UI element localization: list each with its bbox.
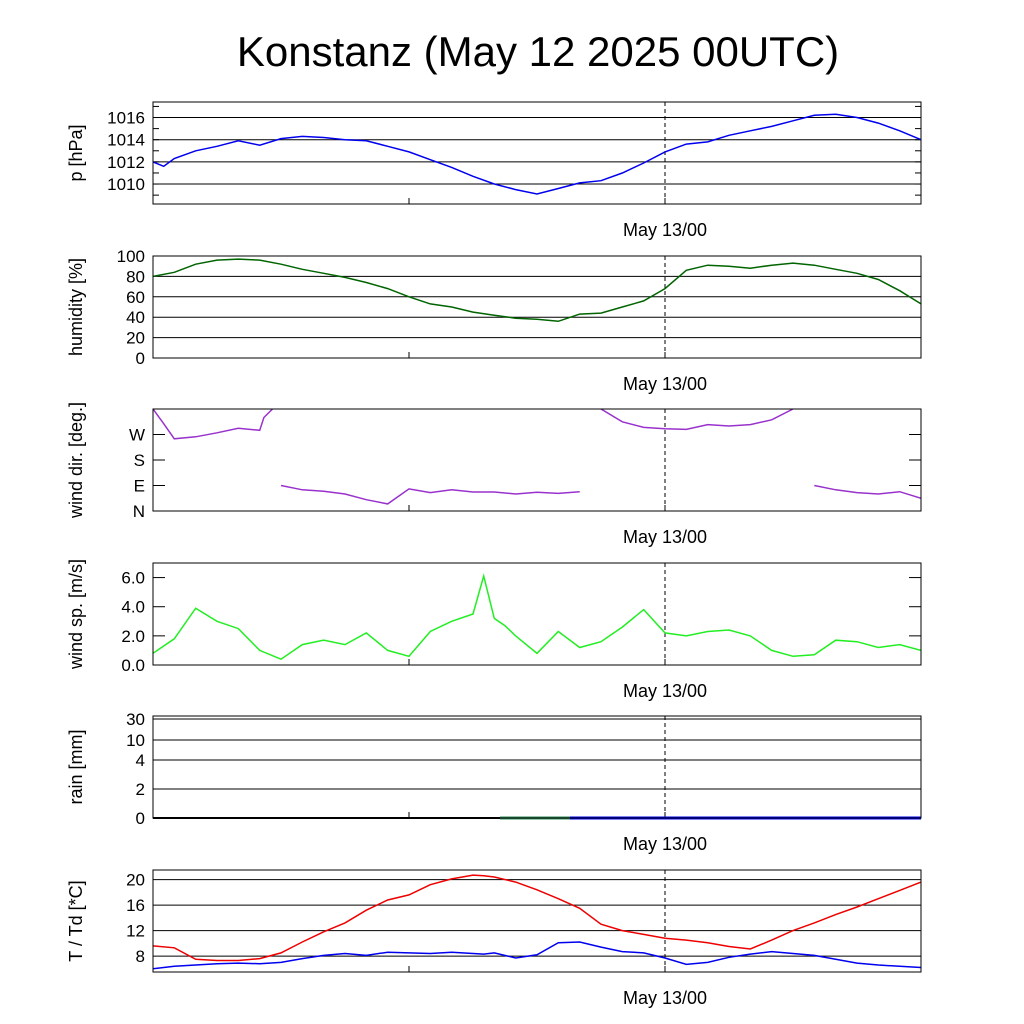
- y-axis-label: wind dir. [deg.]: [66, 402, 86, 519]
- y-tick-label: 1014: [107, 131, 145, 150]
- y-tick-label: W: [129, 426, 145, 445]
- plot-frame: [152, 101, 922, 205]
- x-tick-label: May 13/00: [623, 988, 707, 1008]
- panel-temperature: 8 12 16 20 T / Td [*C] May 13/00: [66, 869, 922, 1008]
- y-axis-label: humidity [%]: [66, 258, 86, 356]
- x-tick-label: May 13/00: [623, 834, 707, 854]
- panel-wind-speed: 0.0 2.0 4.0 6.0 wind sp. [m/s] May 13/00: [66, 559, 922, 701]
- y-tick-label: 12: [126, 922, 145, 941]
- y-tick-label: 20: [126, 871, 145, 890]
- panel-pressure: 1010 1012 1014 1016 p [hPa] May 13/00: [66, 101, 922, 240]
- series-line: [153, 941, 921, 970]
- y-tick-label: N: [133, 502, 145, 521]
- y-tick-label: 16: [126, 896, 145, 915]
- y-tick-label: 100: [117, 247, 145, 266]
- y-tick-label: 2.0: [121, 627, 145, 646]
- y-axis-label: wind sp. [m/s]: [66, 559, 86, 670]
- y-tick-label: 4.0: [121, 598, 145, 617]
- plot-frame: [152, 408, 922, 512]
- y-tick-label: E: [134, 477, 145, 496]
- y-tick-label: 0: [136, 809, 145, 828]
- series-line: [153, 258, 921, 323]
- y-axis-label: rain [mm]: [66, 729, 86, 804]
- series-line: [814, 484, 921, 500]
- y-tick-label: 30: [126, 710, 145, 729]
- y-axis-label: T / Td [*C]: [66, 880, 86, 961]
- y-tick-label: 6.0: [121, 569, 145, 588]
- y-tick-label: 10: [126, 731, 145, 750]
- y-tick-label: 60: [126, 288, 145, 307]
- plot-frame: [152, 715, 922, 819]
- series-line: [280, 484, 580, 505]
- series-line: [153, 874, 921, 962]
- x-tick-label: May 13/00: [623, 527, 707, 547]
- y-tick-label: 1016: [107, 109, 145, 128]
- x-tick-label: May 13/00: [623, 681, 707, 701]
- y-tick-label: 0.0: [121, 656, 145, 675]
- y-axis-label: p [hPa]: [66, 124, 86, 181]
- plot-frame: [152, 562, 922, 666]
- y-tick-label: 40: [126, 308, 145, 327]
- x-tick-label: May 13/00: [623, 220, 707, 240]
- y-tick-label: 20: [126, 329, 145, 348]
- y-tick-label: 8: [136, 947, 145, 966]
- y-tick-label: 4: [136, 751, 145, 770]
- series-line: [153, 573, 921, 661]
- y-tick-label: 0: [136, 349, 145, 368]
- y-tick-label: 2: [136, 780, 145, 799]
- x-tick-label: May 13/00: [623, 374, 707, 394]
- panel-rain: 0 2 410 30 rain [mm] May 13/00: [66, 710, 922, 854]
- plot-frame: [152, 255, 922, 359]
- y-tick-label: 80: [126, 267, 145, 286]
- y-tick-label: S: [134, 451, 145, 470]
- y-tick-label: 1010: [107, 175, 145, 194]
- plot-frame: [152, 869, 922, 973]
- series-line: [153, 113, 921, 195]
- series-line: [600, 409, 794, 431]
- series-line: [153, 409, 274, 440]
- y-tick-label: 1012: [107, 153, 145, 172]
- chart-title: Konstanz (May 12 2025 00UTC): [237, 28, 839, 75]
